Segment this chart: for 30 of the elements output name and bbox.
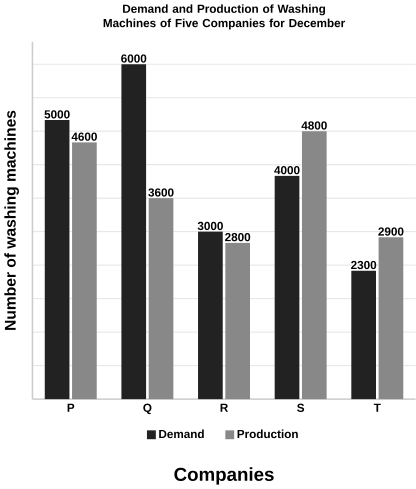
x-tick-label: T — [374, 404, 381, 412]
bar — [121, 64, 146, 400]
x-tick-label: S — [296, 404, 304, 412]
x-axis-title: Companies — [174, 467, 274, 485]
data-label: 4800 — [301, 121, 327, 130]
bar — [198, 232, 223, 400]
bar — [225, 242, 250, 400]
x-tick-label: Q — [143, 404, 152, 414]
data-label: 3600 — [148, 188, 174, 197]
legend-label: Demand — [159, 430, 204, 438]
y-axis-title: Number of washing machines — [4, 110, 19, 330]
data-label: 3000 — [197, 222, 223, 230]
bar — [72, 142, 97, 400]
bar — [302, 131, 326, 400]
bar — [378, 237, 404, 400]
x-tick-label: P — [67, 404, 74, 412]
data-label: 5000 — [44, 110, 70, 118]
data-label: 2900 — [378, 227, 404, 236]
bar — [44, 120, 70, 400]
x-tick-label: R — [220, 404, 228, 412]
chart-title: Demand and Production of Washing Machines of Five Companies for December — [103, 4, 345, 30]
data-label: 4000 — [274, 166, 300, 174]
bar — [274, 176, 300, 400]
bar — [148, 198, 174, 400]
bar — [351, 270, 376, 400]
data-label: 4600 — [71, 132, 97, 141]
data-label: 2800 — [224, 232, 250, 242]
data-label: 6000 — [120, 54, 146, 63]
data-label: 2300 — [350, 260, 376, 270]
legend-label: Production — [237, 430, 298, 438]
